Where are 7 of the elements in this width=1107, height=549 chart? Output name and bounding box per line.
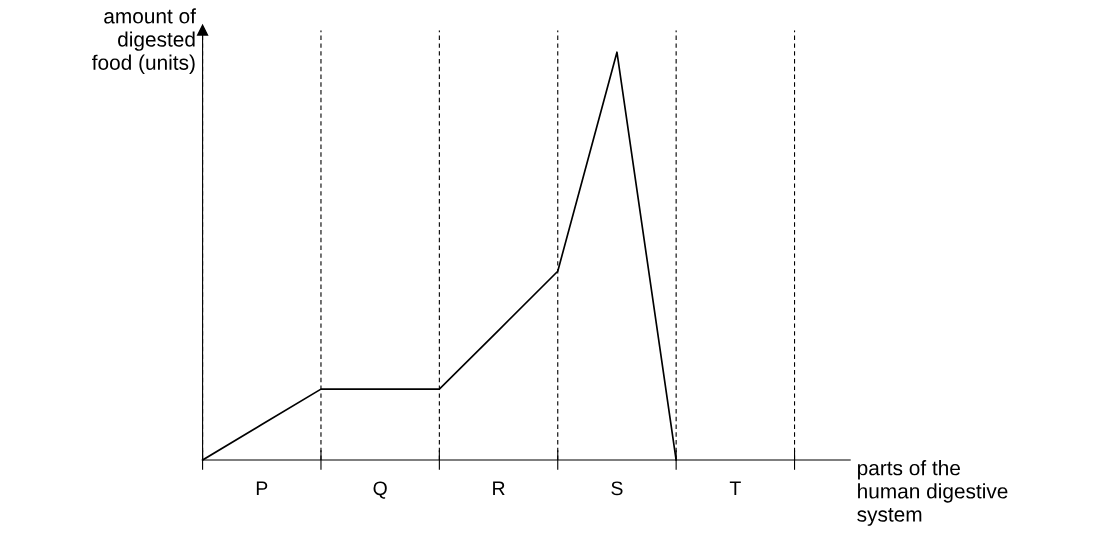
- x-axis-title: parts of the human digestive system: [857, 460, 1008, 526]
- x-tick-label: S: [611, 481, 623, 496]
- y-axis-title: amount of digested food (units): [92, 8, 196, 75]
- x-tick-label: T: [729, 481, 741, 495]
- x-tick-label: P: [256, 481, 268, 495]
- x-tick-label: R: [493, 481, 505, 495]
- x-tick-label: Q: [373, 481, 387, 499]
